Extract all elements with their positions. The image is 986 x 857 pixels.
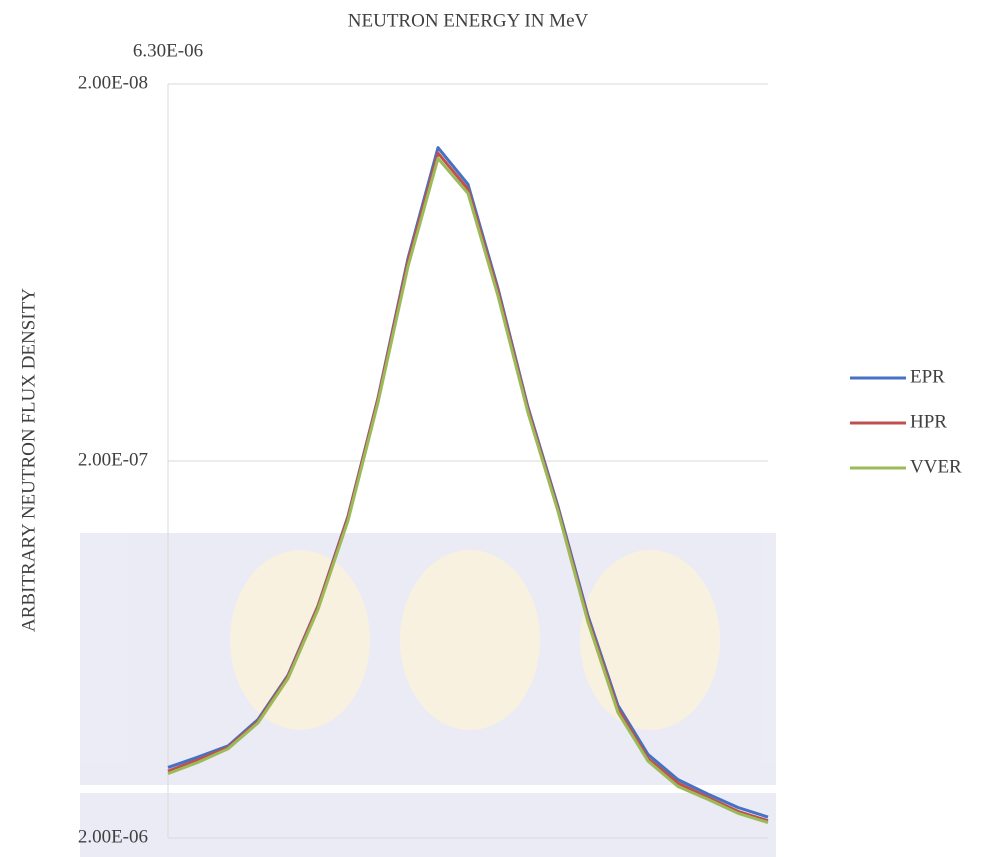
legend-label: EPR bbox=[910, 366, 945, 387]
x-tick-label: 6.30E-06 bbox=[133, 40, 203, 61]
y-tick-label: 2.00E-08 bbox=[78, 72, 148, 93]
y-axis-title: ARBITRARY NEUTRON FLUX DENSITY bbox=[18, 288, 39, 632]
legend-label: HPR bbox=[910, 411, 947, 432]
legend-label: VVER bbox=[910, 456, 962, 477]
y-tick-label: 2.00E-07 bbox=[78, 449, 148, 470]
chart: NEUTRON ENERGY IN MeV ARBITRARY NEUTRON … bbox=[0, 0, 986, 857]
watermark bbox=[80, 533, 776, 857]
y-tick-label: 2.00E-06 bbox=[78, 826, 148, 847]
chart-title: NEUTRON ENERGY IN MeV bbox=[348, 10, 589, 31]
